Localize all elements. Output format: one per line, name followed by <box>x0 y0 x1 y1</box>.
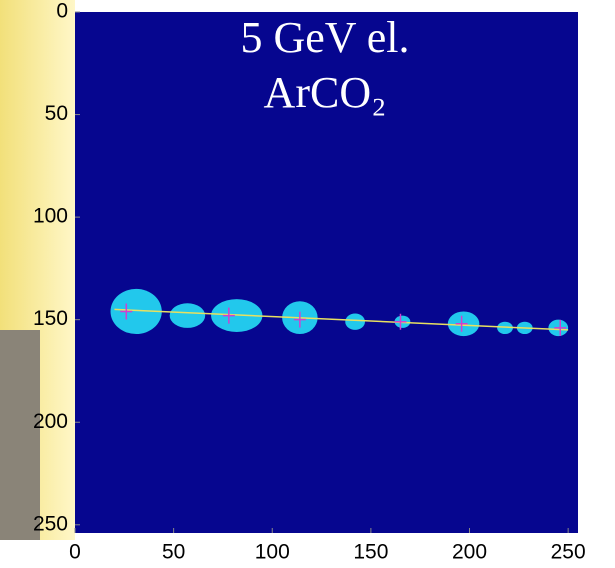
x-tick-label: 200 <box>452 541 487 564</box>
hit-marker <box>120 303 133 320</box>
hit-marker <box>293 311 306 328</box>
y-tick-label: 200 <box>33 410 68 433</box>
x-tick-label: 150 <box>353 541 388 564</box>
hit-marker <box>222 307 235 324</box>
y-tick-label: 50 <box>45 102 68 125</box>
cluster <box>345 313 365 330</box>
photo-fragment <box>0 330 40 568</box>
image-background <box>75 12 578 533</box>
title-line: ArCO₂ <box>264 68 387 117</box>
x-tick-label: 50 <box>162 541 185 564</box>
hit-marker <box>394 313 407 330</box>
title-line: 5 GeV el. <box>240 13 409 62</box>
y-tick-label: 0 <box>56 0 68 23</box>
y-tick-label: 250 <box>33 512 68 535</box>
hit-marker <box>554 319 567 336</box>
hit-marker <box>455 315 468 332</box>
y-tick-label: 150 <box>33 307 68 330</box>
fit-line <box>114 308 569 331</box>
y-tick-label: 100 <box>33 205 68 228</box>
x-tick-label: 0 <box>69 541 81 564</box>
cluster <box>169 303 206 328</box>
x-tick-label: 100 <box>255 541 290 564</box>
x-tick-label: 250 <box>551 541 586 564</box>
cluster <box>110 288 162 335</box>
bottom-strip <box>0 540 615 568</box>
cluster <box>497 321 513 335</box>
